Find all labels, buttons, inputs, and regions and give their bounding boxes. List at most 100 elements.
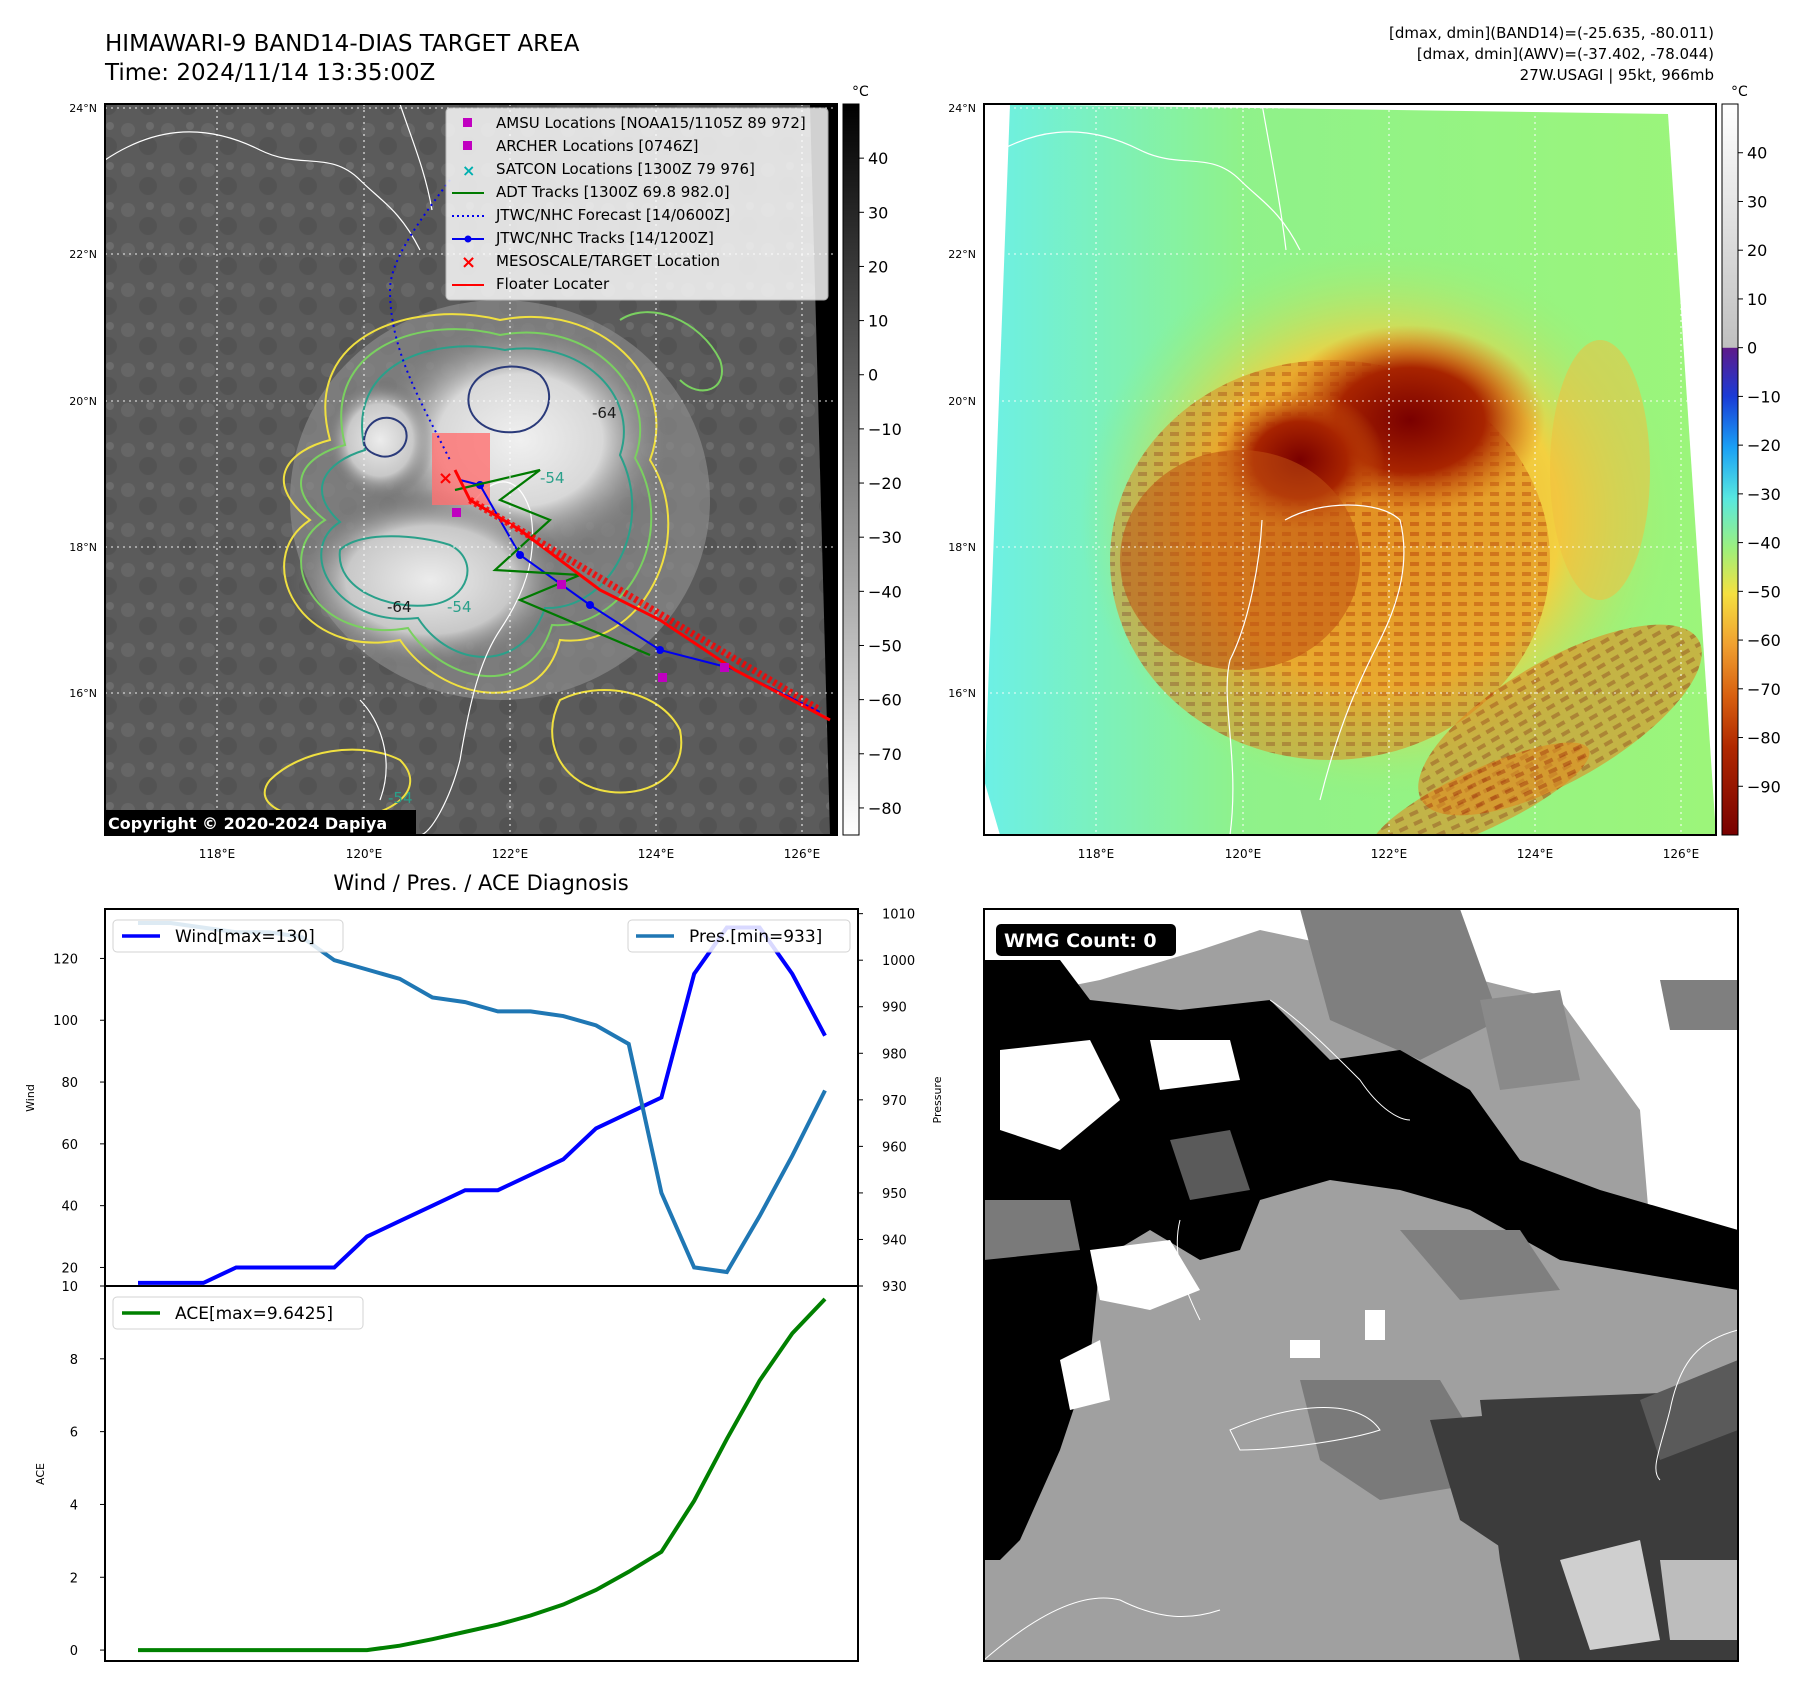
amsu-marker	[720, 663, 729, 672]
ace-series-line	[138, 1297, 827, 1653]
ir-legend: AMSU Locations [NOAA15/1105Z 89 972] ARC…	[445, 107, 829, 301]
colorbar-tick-label: −40	[1747, 534, 1781, 553]
lon-label: 118°E	[1078, 847, 1115, 861]
info-line-3: 27W.USAGI | 95kt, 966mb	[1520, 66, 1714, 84]
lat-label: 22°N	[948, 248, 976, 261]
wind-tick-label: 40	[61, 1200, 78, 1215]
awv-panel: 24°N 22°N 20°N 18°N 16°N 118°E 120°E 122…	[948, 84, 1781, 861]
colorbar-tick-label: 40	[1747, 144, 1767, 163]
wind-legend: Wind[max=130]	[112, 919, 344, 953]
copyright-text: Copyright © 2020-2024 Dapiya	[108, 814, 387, 833]
lat-label: 18°N	[69, 541, 97, 554]
target-x-marker: ×	[438, 468, 453, 489]
ace-tick-label: 10	[61, 1280, 78, 1295]
info-line-2: [dmax, dmin](AWV)=(-37.402, -78.044)	[1417, 45, 1714, 63]
ace-legend-label: ACE[max=9.6425]	[175, 1304, 333, 1324]
jtwc-track-point	[516, 551, 524, 559]
figure-title: HIMAWARI-9 BAND14-DIAS TARGET AREA	[105, 31, 580, 57]
legend-label: ADT Tracks [1300Z 69.8 982.0]	[496, 183, 730, 201]
adt-track	[454, 468, 651, 657]
pressure-tick-label: 950	[882, 1187, 907, 1202]
figure-time: Time: 2024/11/14 13:35:00Z	[104, 60, 435, 86]
wind-pressure-chart: Wind Pressure 20 40 60 80 100 120 930 940 950 96…	[24, 908, 944, 1295]
lon-label: 120°E	[1225, 847, 1262, 861]
floater-box	[432, 433, 490, 505]
ace-chart: ACE 0 2 4 6 8 10 ACE[max=9.6425]	[34, 1280, 859, 1662]
wmg-panel: WMG Count: 0	[983, 908, 1739, 1662]
awv-colorbar: °C 40 30 20 10 0 −10 −20 −30 −40 −50 −60 −70 −80 −90	[1721, 84, 1781, 836]
colorbar-tick-label: −10	[868, 420, 902, 439]
contour-label: -64	[387, 598, 412, 616]
ace-axis-label: ACE	[34, 1463, 47, 1485]
ace-tick-label: 4	[70, 1498, 78, 1513]
lon-label: 118°E	[199, 847, 236, 861]
colorbar-tick-label: 20	[868, 257, 888, 276]
legend-marker-amsu	[463, 118, 472, 127]
contour-label: -54	[540, 469, 565, 487]
lon-label: 120°E	[346, 847, 383, 861]
lat-label: 20°N	[948, 395, 976, 408]
colorbar-tick-label: 30	[868, 203, 888, 222]
ir-colorbar: °C 40 30 20 10 0 −10 −20 −30 −40 −50 −60 −70 −80	[842, 84, 902, 836]
pressure-tick-label: 1000	[882, 954, 915, 969]
legend-label: MESOSCALE/TARGET Location	[496, 252, 720, 270]
wmg-image	[984, 909, 1738, 1661]
lat-label: 22°N	[69, 248, 97, 261]
contour-label: -54	[447, 598, 472, 616]
pressure-tick-label: 930	[882, 1280, 907, 1295]
lon-label: 122°E	[1371, 847, 1408, 861]
wind-tick-label: 120	[53, 952, 78, 967]
wind-tick-label: 80	[61, 1076, 78, 1091]
contour-label: -54	[388, 789, 413, 807]
legend-label: SATCON Locations [1300Z 79 976]	[496, 160, 755, 178]
colorbar-tick-label: −70	[1747, 680, 1781, 699]
wmg-count-badge: WMG Count: 0	[1004, 930, 1157, 952]
lat-label: 16°N	[69, 687, 97, 700]
colorbar-tick-label: 10	[1747, 290, 1767, 309]
lon-label: 124°E	[638, 847, 675, 861]
pressure-tick-label: 970	[882, 1094, 907, 1109]
ace-tick-label: 8	[70, 1353, 78, 1368]
lat-label: 16°N	[948, 687, 976, 700]
colorbar-tick-label: −80	[1747, 729, 1781, 748]
legend-label: ARCHER Locations [0746Z]	[496, 137, 699, 155]
diagnosis-title: Wind / Pres. / ACE Diagnosis	[333, 871, 628, 895]
amsu-marker	[658, 673, 667, 682]
colorbar-tick-label: −30	[1747, 485, 1781, 504]
lon-label: 124°E	[1517, 847, 1554, 861]
ace-tick-label: 0	[70, 1644, 78, 1659]
contour-label: -64	[592, 404, 617, 422]
wind-legend-label: Wind[max=130]	[175, 927, 315, 947]
colorbar-unit: °C	[1731, 84, 1748, 100]
lat-label: 24°N	[69, 102, 97, 115]
colorbar-tick-label: 10	[868, 312, 888, 331]
colorbar-tick-label: −50	[868, 636, 902, 655]
ir-panel: -64 -54 -64 -54 -54 ×	[69, 84, 902, 861]
colorbar-tick-label: −30	[868, 528, 902, 547]
legend-label: Floater Locater	[496, 275, 610, 293]
pressure-tick-label: 980	[882, 1047, 907, 1062]
colorbar-tick-label: 0	[1747, 339, 1757, 358]
colorbar-tick-label: −80	[868, 799, 902, 818]
legend-marker-archer	[463, 141, 472, 150]
ace-legend: ACE[max=9.6425]	[112, 1296, 364, 1330]
lon-label: 126°E	[784, 847, 821, 861]
colorbar-tick-label: −90	[1747, 777, 1781, 796]
pressure-legend-label: Pres.[min=933]	[689, 927, 822, 947]
legend-marker-satcon: ×	[462, 161, 475, 180]
ace-tick-label: 6	[70, 1426, 78, 1441]
amsu-marker	[557, 580, 566, 589]
pressure-tick-label: 940	[882, 1233, 907, 1248]
colorbar-tick-label: −20	[1747, 436, 1781, 455]
pressure-tick-label: 990	[882, 1001, 907, 1016]
colorbar-tick-label: 40	[868, 149, 888, 168]
legend-marker-target: ×	[461, 252, 476, 273]
legend-label: JTWC/NHC Forecast [14/0600Z]	[495, 206, 730, 224]
wind-tick-label: 100	[53, 1014, 78, 1029]
legend-label: JTWC/NHC Tracks [14/1200Z]	[495, 229, 714, 247]
lon-label: 126°E	[1663, 847, 1700, 861]
colorbar-tick-label: 20	[1747, 241, 1767, 260]
colorbar-tick-label: −20	[868, 474, 902, 493]
pressure-tick-label: 1010	[882, 908, 915, 923]
legend-label: AMSU Locations [NOAA15/1105Z 89 972]	[496, 114, 806, 132]
